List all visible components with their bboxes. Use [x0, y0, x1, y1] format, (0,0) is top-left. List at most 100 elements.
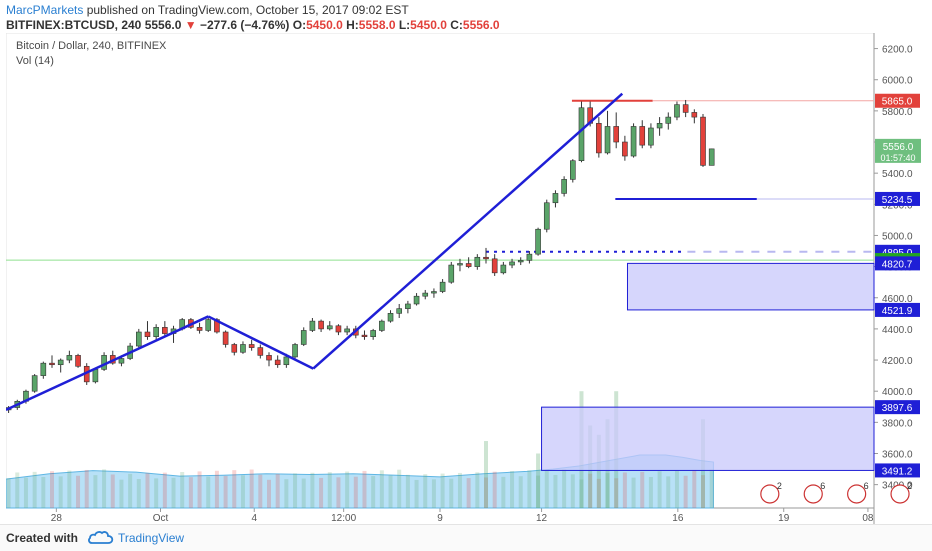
candle-body [622, 141, 628, 157]
candle-body [57, 359, 64, 366]
volume-bar [657, 471, 662, 508]
candle-body [153, 327, 159, 337]
volume-bar [110, 474, 115, 508]
candle-body [231, 344, 238, 353]
volume-bar [388, 475, 393, 508]
volume-bar [588, 473, 593, 508]
candle-body [396, 308, 403, 314]
price-chart[interactable]: 3400.03600.03800.04000.04200.04400.04600… [6, 33, 926, 525]
candle-body [379, 320, 385, 331]
trend-line [207, 315, 314, 370]
price-level-tag [875, 191, 920, 206]
candle-body [509, 261, 515, 266]
volume-bar [536, 453, 541, 508]
candle-body [300, 330, 307, 345]
volume-bar [414, 479, 419, 508]
volume-bar [284, 479, 289, 508]
volume-bar [683, 475, 688, 508]
candle-body [292, 344, 298, 358]
candle-body [431, 291, 437, 294]
event-flag-icon [890, 484, 910, 504]
volume-bar [631, 477, 636, 508]
chart-legend: Bitcoin / Dollar, 240, BITFINEX Vol (14) [16, 39, 166, 69]
volume-bar [457, 472, 462, 508]
price-level-tag [875, 93, 920, 108]
series-title: Bitcoin / Dollar, 240, BITFINEX [16, 40, 167, 52]
candle-body [613, 126, 620, 143]
volume-bar [32, 471, 37, 508]
x-tick-label: 16 [672, 513, 684, 524]
price-level-label: 3897.6 [882, 403, 913, 414]
volume-bar [484, 477, 489, 508]
high-value: 5558.0 [358, 18, 396, 32]
trend-line [312, 92, 624, 370]
candle-body [318, 320, 324, 330]
candle-body [283, 356, 290, 366]
event-flag-count: 2 [777, 481, 782, 491]
event-flag-icon [760, 484, 780, 504]
volume-bar [50, 471, 55, 508]
y-tick-label: 4000.0 [882, 387, 913, 398]
volume-bar [128, 473, 133, 508]
cloud-logo-icon [88, 531, 114, 544]
volume-bar [214, 470, 219, 508]
volume-bar [180, 472, 185, 508]
volume-bar [475, 472, 480, 508]
candle-body [517, 260, 524, 263]
volume-bar [570, 474, 575, 508]
price-level-label: 4820.7 [882, 259, 913, 270]
event-flag-icon [803, 484, 823, 504]
x-tick-label: 28 [51, 513, 63, 524]
candle-body [274, 359, 281, 366]
candle-body [144, 331, 151, 337]
candle-body [240, 344, 246, 353]
price-level-label: 5865.0 [882, 97, 913, 108]
candle-body [630, 126, 637, 157]
volume-bar [674, 470, 679, 508]
candle-body [222, 331, 229, 345]
volume-bar [171, 477, 176, 508]
volume-bar [136, 479, 141, 508]
candle-body [457, 263, 463, 266]
author-link[interactable]: MarcPMarkets [6, 3, 84, 17]
volume-bar [249, 469, 254, 508]
volume-bar [258, 474, 263, 508]
chart-panel[interactable]: 3400.03600.03800.04000.04200.04400.04600… [6, 33, 926, 525]
volume-bar [484, 441, 489, 508]
volume-bar [267, 479, 272, 508]
candle-body [92, 369, 99, 383]
low-label: L: [398, 18, 411, 32]
volume-bar [58, 476, 63, 508]
y-tick-label: 5800.0 [882, 107, 913, 118]
volume-bar [440, 473, 445, 508]
volume-bar [327, 472, 332, 508]
volume-bar [275, 474, 280, 508]
price-level-label: 3491.2 [882, 466, 913, 477]
price-level-tag [875, 256, 920, 271]
candle-body [257, 347, 264, 356]
volume-bar [379, 470, 384, 508]
volume-bar [692, 469, 697, 508]
candle-body [422, 292, 429, 297]
volume-bar [666, 476, 671, 508]
volume-bar [431, 479, 436, 508]
candle-body [682, 104, 689, 113]
candle-body [604, 126, 611, 154]
volume-bar [23, 477, 28, 508]
volume-bar [319, 477, 324, 508]
volume-bar [41, 476, 46, 508]
volume-bar [197, 471, 202, 508]
symbol-label: BITFINEX:BTCUSD, 240 [6, 18, 142, 32]
volume-bar [310, 472, 315, 508]
candle-body [344, 328, 350, 333]
tradingview-brand[interactable]: TradingView [118, 531, 185, 545]
candle-body [266, 355, 272, 361]
volume-bar [84, 469, 89, 508]
y-tick-label: 4400.0 [882, 325, 913, 336]
volume-bar [544, 469, 549, 508]
volume-bar [501, 476, 506, 508]
price-level-tag [875, 463, 920, 478]
last-price: 5556.0 [144, 18, 182, 32]
candle-body [483, 256, 489, 260]
candle-body [405, 303, 411, 309]
